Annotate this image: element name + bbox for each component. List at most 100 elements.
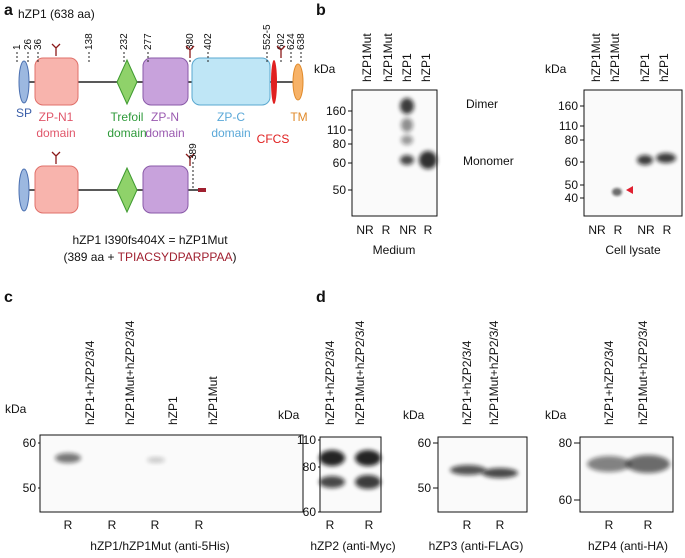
marker-label: 60	[418, 436, 432, 450]
marker-label: 50	[565, 178, 579, 192]
blot-caption: hZP4 (anti-HA)	[588, 539, 668, 553]
condition-label: R	[663, 223, 672, 237]
marker-label: 60	[559, 493, 573, 507]
band	[55, 453, 81, 463]
kda-label: kDa	[545, 62, 567, 76]
domain-label: ZP-N1	[39, 110, 74, 124]
mutant-description-part: )	[233, 250, 237, 264]
condition-label: NR	[588, 223, 606, 237]
condition-label: R	[365, 518, 374, 532]
condition-label: R	[195, 518, 204, 532]
blot-caption: Cell lysate	[605, 243, 661, 257]
lane-label: hZP1+hZP2/3/4	[602, 340, 616, 425]
domain-label: Trefoil	[111, 110, 144, 124]
band	[419, 151, 437, 169]
marker-label: 60	[303, 505, 317, 519]
lane-label: hZP1Mut+hZP2/3/4	[636, 320, 650, 425]
marker-label: 80	[303, 460, 317, 474]
lane-label: hZP1Mut	[381, 33, 395, 82]
annotation: Monomer	[463, 154, 514, 168]
lane-label: hZP1Mut	[206, 376, 220, 425]
kda-label: kDa	[278, 408, 300, 422]
condition-label: R	[496, 518, 505, 532]
lane-label: hZP1	[657, 53, 671, 82]
protein-title: hZP1 (638 aa)	[18, 7, 95, 21]
mutant-description: (389 aa + TPIACSYDPARPPAA)	[63, 250, 236, 264]
mutant-name: hZP1 I390fs404X = hZP1Mut	[72, 233, 228, 247]
marker-label: 80	[565, 133, 579, 147]
lane-label: hZP1	[400, 53, 414, 82]
condition-label: NR	[637, 223, 655, 237]
band	[637, 155, 653, 165]
panel-label: a	[4, 2, 13, 19]
lane-label: hZP1Mut	[360, 33, 374, 82]
band	[450, 465, 486, 475]
marker-label: 160	[326, 104, 346, 118]
condition-label: R	[382, 223, 391, 237]
domain-label: domain	[36, 126, 75, 140]
condition-label: NR	[356, 223, 374, 237]
blot-caption: hZP1/hZP1Mut (anti-5His)	[90, 539, 229, 553]
lane-label: hZP1Mut+hZP2/3/4	[487, 320, 501, 425]
band	[587, 456, 631, 472]
kda-label: kDa	[545, 408, 567, 422]
blot-caption: hZP2 (anti-Myc)	[310, 539, 395, 553]
panel-label: c	[4, 289, 13, 306]
marker-label: 50	[418, 481, 432, 495]
marker-label: 40	[565, 191, 579, 205]
condition-label: R	[605, 518, 614, 532]
lane-label: hZP1	[166, 396, 180, 425]
band	[355, 450, 381, 466]
position-label: 552-5	[262, 24, 273, 50]
condition-label: R	[463, 518, 472, 532]
marker-label: 160	[558, 99, 578, 113]
domain-label: ZP-N	[151, 110, 179, 124]
band	[612, 188, 622, 196]
domain-label: SP	[16, 106, 32, 120]
marker-label: 80	[333, 137, 347, 151]
position-label: 638	[296, 33, 307, 50]
domain-label: domain	[211, 126, 250, 140]
condition-label: R	[424, 223, 433, 237]
position-label: 380	[185, 33, 196, 50]
position-label: 232	[119, 33, 130, 50]
domain-label: ZP-C	[217, 110, 245, 124]
domain-label: domain	[107, 126, 146, 140]
lane-label: hZP1Mut	[589, 33, 603, 82]
condition-label: R	[326, 518, 335, 532]
condition-label: R	[644, 518, 653, 532]
condition-label: NR	[399, 223, 417, 237]
marker-label: 50	[23, 481, 37, 495]
blot	[583, 89, 683, 217]
domain-label: TM	[290, 110, 307, 124]
band	[355, 475, 381, 489]
position-label: 402	[203, 33, 214, 50]
position-label: 36	[33, 38, 44, 50]
condition-label: R	[108, 518, 117, 532]
position-label: 389	[188, 143, 199, 160]
band	[626, 455, 670, 473]
lane-label: hZP1	[419, 53, 433, 82]
position-label: 277	[143, 33, 154, 50]
marker-label: 50	[333, 183, 347, 197]
band	[147, 457, 165, 463]
marker-label: 110	[559, 119, 578, 133]
lane-label: hZP1Mut+hZP2/3/4	[353, 320, 367, 425]
marker-label: 110	[297, 433, 316, 447]
lane-label: hZP1+hZP2/3/4	[83, 340, 97, 425]
domain-label: domain	[145, 126, 184, 140]
panel-label: d	[316, 289, 326, 306]
lane-label: hZP1Mut	[608, 33, 622, 82]
kda-label: kDa	[403, 408, 425, 422]
condition-label: R	[151, 518, 160, 532]
mutant-description-part: (389 aa +	[63, 250, 117, 264]
lane-label: hZP1+hZP2/3/4	[460, 340, 474, 425]
lane-label: hZP1Mut+hZP2/3/4	[123, 320, 137, 425]
glycosylation-site	[185, 45, 195, 58]
blot	[319, 436, 382, 513]
position-label: 602	[276, 33, 287, 50]
condition-label: R	[614, 223, 623, 237]
kda-label: kDa	[314, 62, 336, 76]
blot-caption: hZP3 (anti-FLAG)	[429, 539, 524, 553]
